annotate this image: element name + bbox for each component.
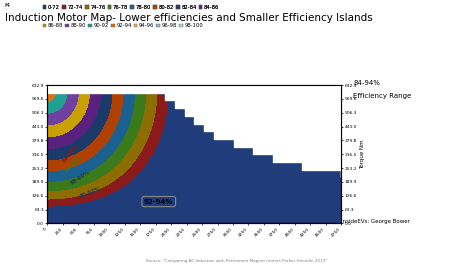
Legend: 0-72, 72-74, 74-76, 76-78, 78-80, 80-82, 82-84, 84-86: 0-72, 72-74, 74-76, 76-78, 78-80, 80-82,… — [41, 3, 221, 12]
Text: 86-88%: 86-88% — [64, 155, 84, 174]
Text: Induction Motor Map- Lower efficiencies and Smaller Efficiency Islands: Induction Motor Map- Lower efficiencies … — [5, 13, 373, 23]
Text: 90-92%: 90-92% — [80, 186, 102, 199]
Text: 84-94%: 84-94% — [353, 80, 380, 86]
Y-axis label: Torque Nm: Torque Nm — [360, 139, 365, 169]
Text: 92-94%: 92-94% — [144, 199, 173, 205]
Text: 88-90%: 88-90% — [70, 169, 91, 186]
Text: f4: f4 — [5, 3, 11, 8]
Legend: 86-88, 88-90, 90-92, 92-94, 94-96, 96-98, 98-100: 86-88, 88-90, 90-92, 92-94, 94-96, 96-98… — [41, 21, 205, 31]
Text: 84-86%: 84-86% — [61, 143, 79, 164]
Text: Efficiency Range: Efficiency Range — [353, 93, 411, 99]
Text: Source: "Comparing AC Induction with Permanent Magnet motors Parker Hannifin 201: Source: "Comparing AC Induction with Per… — [146, 259, 328, 263]
Text: InsideEVs: George Bower: InsideEVs: George Bower — [341, 219, 410, 225]
